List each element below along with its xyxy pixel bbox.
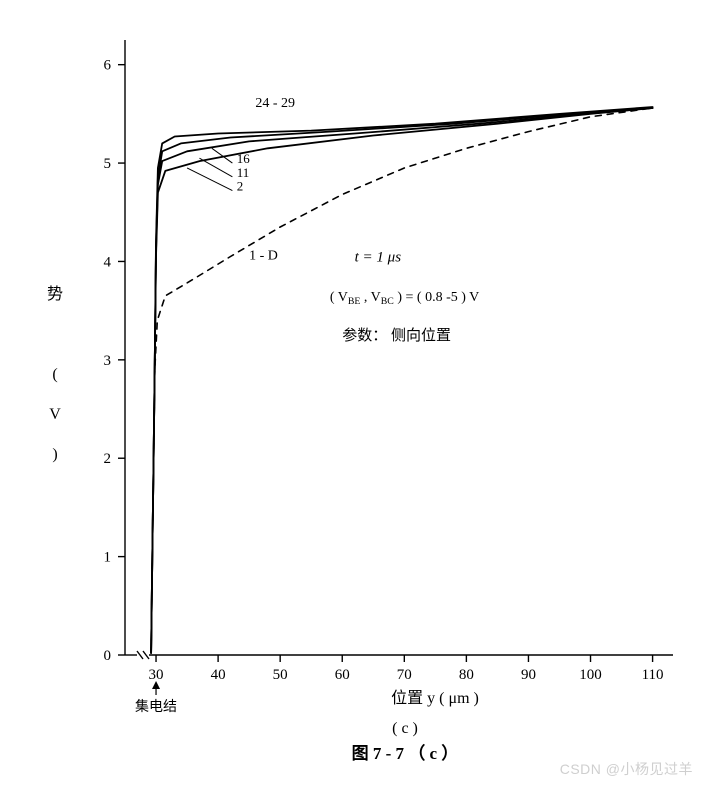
subfigure-label: ( c ) [392,720,418,737]
x-axis-label: 位置 y ( μm ) [391,689,479,707]
svg-text:3: 3 [104,353,112,369]
series-curve-24-29 [151,107,652,653]
svg-text:70: 70 [397,667,412,683]
curve-label: 11 [237,165,250,180]
svg-text:40: 40 [211,667,226,683]
svg-text:90: 90 [521,667,536,683]
svg-text:110: 110 [642,667,664,683]
annotation-text: ( VBE , VBC ) = ( 0.8 -5 ) V [330,290,479,307]
curve-label: 2 [237,179,244,194]
svg-text:4: 4 [104,254,112,270]
svg-text:0: 0 [104,648,112,664]
svg-text:50: 50 [273,667,288,683]
line-chart: 0 1 2 3 4 5 6 30 40 50 60 70 80 90 100 110 位置 y ( μm ) 势 (… [0,0,703,785]
watermark-text: CSDN @小杨见过羊 [560,759,693,779]
series-curve-1D [151,108,652,653]
page-root: 0 1 2 3 4 5 6 30 40 50 60 70 80 90 100 110 位置 y ( μm ) 势 (… [0,0,703,785]
svg-text:6: 6 [104,58,112,74]
annotation-text: 参数： 侧向位置 [342,327,451,344]
svg-text:30: 30 [149,667,164,683]
svg-text:5: 5 [104,156,112,172]
collector-junction-label: 集电结 [135,698,177,715]
svg-text:100: 100 [579,667,602,683]
svg-text:80: 80 [459,667,474,683]
annotation-text: t = 1 μs [355,249,402,265]
svg-text:势: 势 [47,285,63,303]
svg-text:(: ( [52,366,57,383]
series-curve-11 [151,108,652,653]
svg-text:): ) [52,446,57,463]
svg-text:60: 60 [335,667,350,683]
svg-text:2: 2 [104,451,112,467]
curve-label: 24 - 29 [255,96,295,111]
series-curve-2 [151,108,652,653]
series-curve-16 [151,108,652,653]
curve-label: 16 [237,151,251,166]
figure-caption: 图 7 - 7 （ c ） [352,743,459,763]
svg-text:V: V [49,406,61,423]
curve-label: 1 - D [249,248,278,263]
svg-text:1: 1 [104,550,112,566]
